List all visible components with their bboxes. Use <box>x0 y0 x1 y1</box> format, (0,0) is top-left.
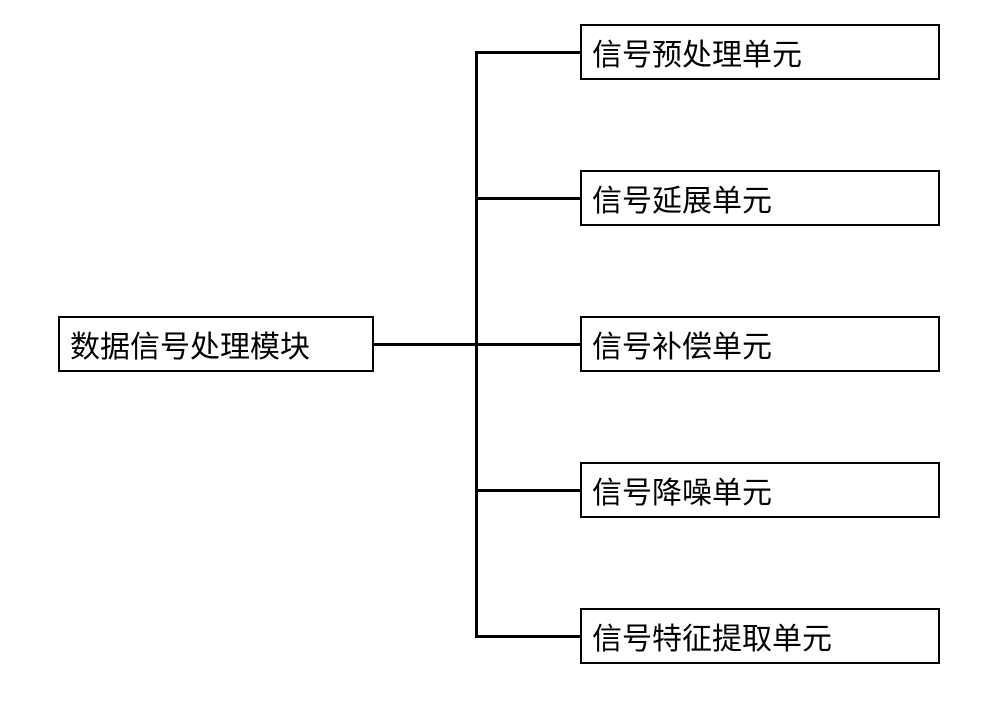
connector-branch-0 <box>475 51 580 54</box>
child-node-2: 信号补偿单元 <box>580 316 940 372</box>
connector-trunk-h <box>374 343 478 346</box>
child-label-4: 信号特征提取单元 <box>592 614 832 658</box>
connector-branch-2 <box>475 343 580 346</box>
diagram-canvas: 数据信号处理模块 信号预处理单元 信号延展单元 信号补偿单元 信号降噪单元 信号… <box>0 0 1000 706</box>
child-label-3: 信号降噪单元 <box>592 468 772 512</box>
child-label-1: 信号延展单元 <box>592 176 772 220</box>
connector-branch-1 <box>475 197 580 200</box>
child-node-1: 信号延展单元 <box>580 170 940 226</box>
root-node: 数据信号处理模块 <box>58 316 374 372</box>
connector-branch-3 <box>475 489 580 492</box>
root-label: 数据信号处理模块 <box>70 322 310 366</box>
connector-branch-4 <box>475 635 580 638</box>
child-label-0: 信号预处理单元 <box>592 30 802 74</box>
child-label-2: 信号补偿单元 <box>592 322 772 366</box>
child-node-0: 信号预处理单元 <box>580 24 940 80</box>
child-node-4: 信号特征提取单元 <box>580 608 940 664</box>
child-node-3: 信号降噪单元 <box>580 462 940 518</box>
